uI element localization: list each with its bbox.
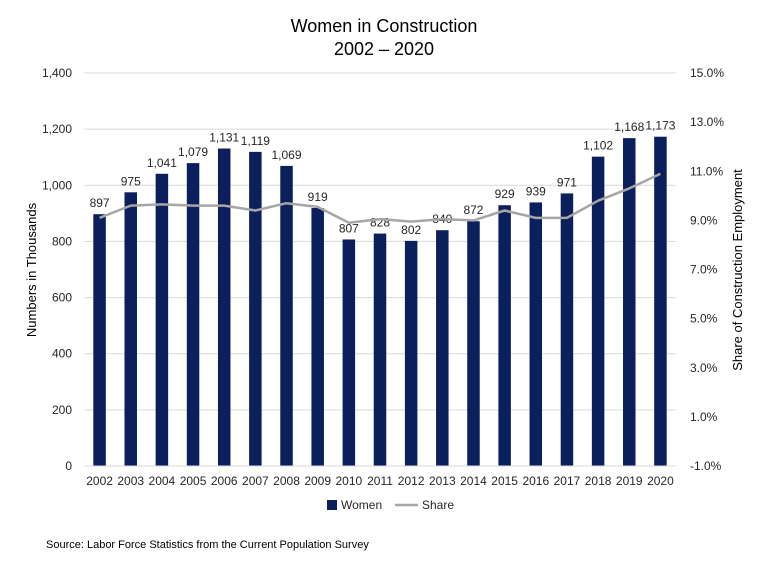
bar bbox=[404, 240, 418, 466]
bar-data-label: 1,119 bbox=[241, 134, 270, 148]
legend: Women Share bbox=[327, 498, 454, 512]
bar-data-label: 939 bbox=[526, 184, 546, 198]
bar-data-label: 975 bbox=[121, 174, 141, 188]
y-tick-label: 0 bbox=[65, 459, 72, 473]
x-tick-label: 2009 bbox=[304, 474, 331, 488]
y2-tick-label: 13.0% bbox=[690, 115, 724, 129]
y-tick-label: 600 bbox=[52, 291, 72, 305]
bar-data-label: 1,173 bbox=[645, 119, 675, 133]
bar bbox=[654, 136, 667, 466]
x-tick-label: 2006 bbox=[211, 474, 238, 488]
x-tick-label: 2013 bbox=[429, 474, 456, 488]
x-tick-label: 2018 bbox=[585, 474, 612, 488]
line-series-share bbox=[99, 172, 661, 225]
x-tick-label: 2016 bbox=[522, 474, 549, 488]
bar-data-label: 1,168 bbox=[614, 120, 644, 134]
bar-data-label: 1,131 bbox=[209, 131, 239, 145]
legend-label-share: Share bbox=[422, 498, 454, 512]
x-tick-label: 2019 bbox=[616, 474, 643, 488]
chart-title-line-1: Women in Construction bbox=[291, 16, 478, 36]
bar-series-women bbox=[93, 136, 667, 467]
bar-data-label: 802 bbox=[401, 223, 421, 237]
bar bbox=[124, 192, 137, 466]
legend-swatch-women bbox=[327, 500, 337, 510]
x-tick-label: 2003 bbox=[117, 474, 144, 488]
y2-tick-label: 1.0% bbox=[690, 410, 718, 424]
x-tick-label: 2007 bbox=[242, 474, 269, 488]
bar bbox=[560, 193, 574, 466]
y-tick-label: 1,000 bbox=[42, 178, 72, 192]
bar bbox=[186, 163, 200, 466]
bar-data-label: 1,079 bbox=[178, 145, 208, 159]
x-tick-label: 2005 bbox=[180, 474, 207, 488]
y-tick-label: 800 bbox=[52, 234, 72, 248]
y-axis-right-label: Share of Construction Employment bbox=[730, 169, 745, 371]
bar bbox=[436, 230, 449, 466]
bar-data-label: 929 bbox=[495, 187, 515, 201]
bar-data-label: 872 bbox=[463, 203, 483, 217]
y2-tick-label: 5.0% bbox=[690, 312, 718, 326]
y2-tick-label: 15.0% bbox=[690, 66, 724, 80]
y-axis-right-ticks: -1.0% 1.0% 3.0% 5.0% 7.0% 9.0% 11.0% 13.0% 15.0% bbox=[690, 66, 724, 473]
y-axis-left-label: Numbers in Thousands bbox=[24, 202, 39, 337]
share-line bbox=[99, 172, 661, 225]
x-tick-label: 2004 bbox=[149, 474, 176, 488]
bar bbox=[529, 202, 543, 466]
bar bbox=[623, 138, 636, 466]
x-tick-label: 2008 bbox=[273, 474, 300, 488]
x-tick-label: 2020 bbox=[647, 474, 674, 488]
bar bbox=[280, 165, 293, 466]
bar bbox=[217, 148, 231, 466]
bar bbox=[249, 151, 262, 466]
bar-data-label: 919 bbox=[308, 190, 328, 204]
bar bbox=[155, 173, 169, 466]
bar bbox=[498, 205, 511, 466]
bar-data-label: 1,041 bbox=[147, 156, 177, 170]
y-tick-label: 400 bbox=[52, 347, 72, 361]
x-tick-label: 2010 bbox=[335, 474, 362, 488]
y-tick-label: 1,400 bbox=[42, 66, 72, 80]
x-tick-label: 2002 bbox=[86, 474, 113, 488]
bar-data-label: 897 bbox=[90, 196, 110, 210]
x-tick-label: 2014 bbox=[460, 474, 487, 488]
y-axis-left-ticks: 0 200 400 600 800 1,000 1,200 1,400 bbox=[42, 66, 72, 473]
bar-data-label: 971 bbox=[557, 175, 577, 189]
y2-tick-label: 11.0% bbox=[690, 164, 723, 178]
y-tick-label: 200 bbox=[52, 403, 72, 417]
bar bbox=[591, 156, 605, 466]
bar-data-label: 1,069 bbox=[272, 148, 302, 162]
x-tick-label: 2015 bbox=[491, 474, 518, 488]
y2-tick-label: 3.0% bbox=[690, 361, 718, 375]
source-note: Source: Labor Force Statistics from the … bbox=[46, 539, 369, 551]
bar-data-label: 828 bbox=[370, 216, 390, 230]
bar bbox=[373, 233, 387, 466]
x-axis-ticks: 2002 2003 2004 2005 2006 2007 2008 2009 2010 2011… bbox=[86, 474, 674, 488]
y2-tick-label: -1.0% bbox=[690, 459, 722, 473]
bar bbox=[467, 221, 480, 466]
y-tick-label: 1,200 bbox=[42, 122, 72, 136]
y2-tick-label: 9.0% bbox=[690, 213, 718, 227]
bar bbox=[311, 208, 324, 467]
bar bbox=[342, 239, 356, 466]
y2-tick-label: 7.0% bbox=[690, 263, 718, 277]
chart-title-line-2: 2002 – 2020 bbox=[334, 39, 434, 59]
x-tick-label: 2012 bbox=[398, 474, 425, 488]
bar bbox=[93, 214, 106, 466]
bar-data-label: 807 bbox=[339, 221, 359, 235]
x-tick-label: 2011 bbox=[367, 474, 393, 488]
x-tick-label: 2017 bbox=[554, 474, 581, 488]
bar-data-label: 1,102 bbox=[583, 139, 613, 153]
legend-label-women: Women bbox=[341, 498, 382, 512]
